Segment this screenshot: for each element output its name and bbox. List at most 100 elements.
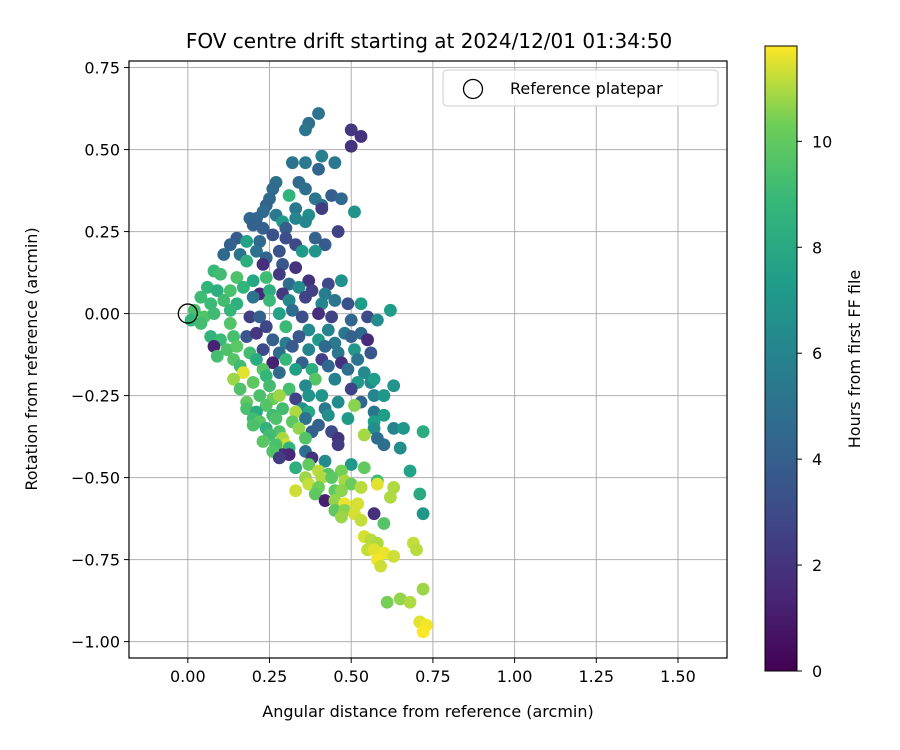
data-point [367,389,381,402]
data-point [308,244,322,258]
chart-title: FOV centre drift starting at 2024/12/01 … [186,29,672,53]
data-point [289,461,303,475]
data-point [285,339,299,353]
data-point [259,369,273,383]
data-point [370,313,384,327]
data-point [299,290,312,304]
data-point [253,235,267,248]
colorbar-tick-label: 2 [812,556,822,575]
x-tick-label: 1.00 [497,667,533,686]
data-point [335,510,348,524]
data-point [282,382,296,396]
data-point [361,333,374,347]
data-point [253,310,267,324]
data-point [243,310,257,324]
colorbar-tick-label: 6 [812,344,822,363]
data-point [276,257,289,271]
data-point [246,418,260,432]
data-point [223,317,237,330]
data-point [299,412,312,425]
data-point [328,494,342,507]
data-point [253,389,267,402]
data-point [279,353,293,366]
data-point [341,412,355,425]
x-tick-label: 0.25 [252,667,288,686]
y-tick-label: 0.75 [84,59,120,78]
data-point [344,139,358,153]
data-point [233,382,247,396]
data-point [289,484,303,498]
data-point [259,399,273,412]
data-point [279,221,293,235]
data-point [289,405,303,419]
data-point [302,477,316,491]
y-tick-label: 0.50 [84,141,120,160]
data-point [272,451,286,465]
data-point [272,389,286,402]
x-tick-label: 0.75 [415,667,451,686]
data-point [315,297,329,311]
colorbar-tick-label: 0 [812,662,822,681]
data-point [299,379,312,393]
data-point [302,458,316,471]
data-point [263,294,276,307]
data-point [344,313,358,327]
data-point [348,343,361,357]
data-point [377,408,391,422]
y-tick-label: −0.50 [71,469,120,488]
data-point [302,323,316,337]
data-point [397,421,410,435]
data-point [220,343,234,357]
data-point [194,290,208,304]
data-point [266,333,280,347]
data-point [387,481,401,494]
data-point [331,346,345,360]
data-point [318,339,332,353]
legend-marker-circle [462,78,484,100]
data-point [266,182,280,196]
data-point [299,123,312,137]
data-point [318,287,332,301]
data-point [331,225,345,238]
data-point [367,507,381,521]
colorbar-gradient [764,45,798,672]
data-point [302,343,316,357]
data-point [223,238,237,252]
data-point [227,330,240,343]
data-point [351,497,365,511]
data-point [335,484,348,498]
data-point [246,218,260,232]
data-point [354,481,368,494]
data-point [289,392,303,406]
data-point [256,343,270,357]
data-point [321,408,335,422]
legend: Reference platepar [442,69,719,107]
data-point [240,235,254,248]
data-point [269,412,283,425]
data-point [292,421,306,435]
data-point [295,310,309,324]
data-point [416,582,430,596]
data-point [312,162,325,176]
data-point [367,543,381,557]
data-point [272,267,286,281]
data-point [299,431,312,445]
data-point [416,625,430,639]
data-point [259,320,273,334]
data-point [289,261,303,275]
data-point [256,435,270,448]
data-point [361,310,374,324]
x-axis-label: Angular distance from reference (arcmin) [262,702,593,721]
colorbar-tick-label: 8 [812,238,822,257]
data-point [279,231,293,245]
data-point [387,379,401,393]
data-point [354,130,368,143]
data-point [384,490,397,504]
data-point [321,359,335,373]
x-tick-label: 1.50 [660,667,696,686]
data-point [204,297,218,311]
data-point [344,330,358,343]
data-point [370,477,384,491]
data-point [387,421,401,435]
data-point [223,303,237,317]
